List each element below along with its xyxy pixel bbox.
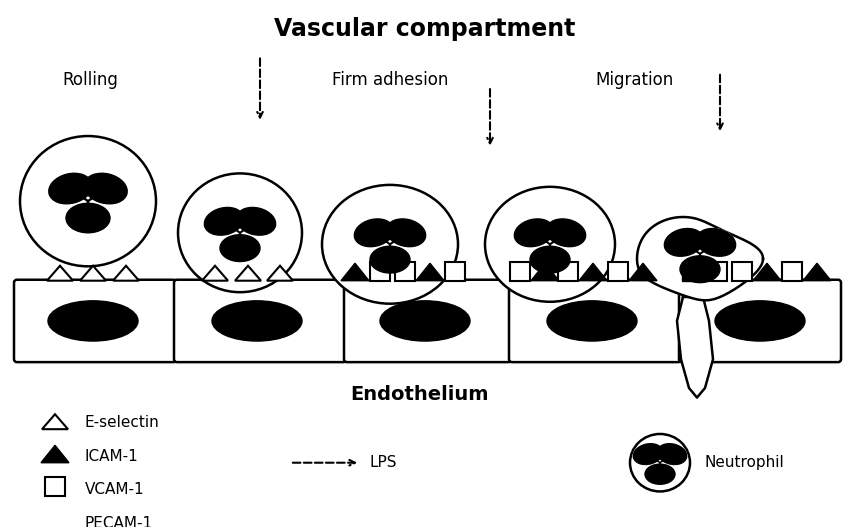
Polygon shape xyxy=(41,445,69,463)
Ellipse shape xyxy=(380,301,470,341)
Bar xyxy=(707,261,727,281)
Polygon shape xyxy=(47,266,73,281)
Ellipse shape xyxy=(236,208,275,235)
Ellipse shape xyxy=(48,173,92,204)
Ellipse shape xyxy=(204,208,244,235)
Ellipse shape xyxy=(236,208,275,235)
Ellipse shape xyxy=(387,219,426,247)
Ellipse shape xyxy=(84,173,128,204)
Text: Vascular compartment: Vascular compartment xyxy=(275,17,575,41)
Ellipse shape xyxy=(48,301,138,341)
Bar xyxy=(510,261,530,281)
Ellipse shape xyxy=(633,444,663,464)
Polygon shape xyxy=(531,264,559,281)
Text: LPS: LPS xyxy=(370,455,398,470)
Polygon shape xyxy=(113,266,139,281)
Bar xyxy=(558,261,578,281)
Ellipse shape xyxy=(220,235,260,261)
Polygon shape xyxy=(341,264,369,281)
Bar xyxy=(370,261,390,281)
Ellipse shape xyxy=(514,219,553,247)
Text: Rolling: Rolling xyxy=(62,71,118,89)
Bar xyxy=(782,261,802,281)
Ellipse shape xyxy=(322,185,458,304)
Ellipse shape xyxy=(220,235,260,261)
Polygon shape xyxy=(42,414,68,429)
Ellipse shape xyxy=(204,208,244,235)
Bar xyxy=(732,261,752,281)
Ellipse shape xyxy=(20,136,156,266)
FancyBboxPatch shape xyxy=(14,280,176,362)
Bar xyxy=(45,511,65,527)
FancyBboxPatch shape xyxy=(509,280,681,362)
Ellipse shape xyxy=(370,246,410,273)
FancyBboxPatch shape xyxy=(174,280,346,362)
Text: Endothelium: Endothelium xyxy=(351,385,490,404)
Text: Migration: Migration xyxy=(596,71,674,89)
Text: Firm adhesion: Firm adhesion xyxy=(332,71,448,89)
Ellipse shape xyxy=(633,444,663,464)
Ellipse shape xyxy=(66,203,110,233)
Text: PECAM-1: PECAM-1 xyxy=(85,515,153,527)
Ellipse shape xyxy=(645,464,675,484)
Ellipse shape xyxy=(665,229,704,256)
Polygon shape xyxy=(579,264,607,281)
Ellipse shape xyxy=(370,246,410,273)
Ellipse shape xyxy=(665,229,704,256)
Ellipse shape xyxy=(354,219,394,247)
Ellipse shape xyxy=(485,187,615,302)
Polygon shape xyxy=(80,266,106,281)
Ellipse shape xyxy=(547,219,586,247)
Ellipse shape xyxy=(696,229,735,256)
Polygon shape xyxy=(677,297,713,397)
Ellipse shape xyxy=(630,434,690,492)
Polygon shape xyxy=(267,266,293,281)
Ellipse shape xyxy=(680,256,720,282)
Ellipse shape xyxy=(547,219,586,247)
Polygon shape xyxy=(202,266,228,281)
Ellipse shape xyxy=(657,444,687,464)
Polygon shape xyxy=(803,264,831,281)
Polygon shape xyxy=(629,264,657,281)
Bar xyxy=(45,477,65,496)
Bar xyxy=(445,261,465,281)
Text: ICAM-1: ICAM-1 xyxy=(85,448,139,464)
Ellipse shape xyxy=(530,246,570,273)
Ellipse shape xyxy=(530,246,570,273)
Ellipse shape xyxy=(696,229,735,256)
Ellipse shape xyxy=(547,301,637,341)
FancyBboxPatch shape xyxy=(679,280,841,362)
Text: Neutrophil: Neutrophil xyxy=(705,455,785,470)
Polygon shape xyxy=(416,264,444,281)
Polygon shape xyxy=(637,217,763,300)
Ellipse shape xyxy=(84,173,128,204)
FancyBboxPatch shape xyxy=(344,280,511,362)
Ellipse shape xyxy=(715,301,805,341)
Polygon shape xyxy=(235,266,261,281)
Polygon shape xyxy=(753,264,781,281)
Ellipse shape xyxy=(354,219,394,247)
Ellipse shape xyxy=(178,173,302,292)
Ellipse shape xyxy=(48,173,92,204)
Text: E-selectin: E-selectin xyxy=(85,415,160,430)
Text: VCAM-1: VCAM-1 xyxy=(85,482,144,497)
Ellipse shape xyxy=(514,219,553,247)
Bar xyxy=(682,261,702,281)
Ellipse shape xyxy=(66,203,110,233)
Bar xyxy=(395,261,415,281)
Ellipse shape xyxy=(680,256,720,282)
Ellipse shape xyxy=(657,444,687,464)
Ellipse shape xyxy=(212,301,302,341)
Ellipse shape xyxy=(387,219,426,247)
Bar xyxy=(608,261,628,281)
Ellipse shape xyxy=(645,464,675,484)
